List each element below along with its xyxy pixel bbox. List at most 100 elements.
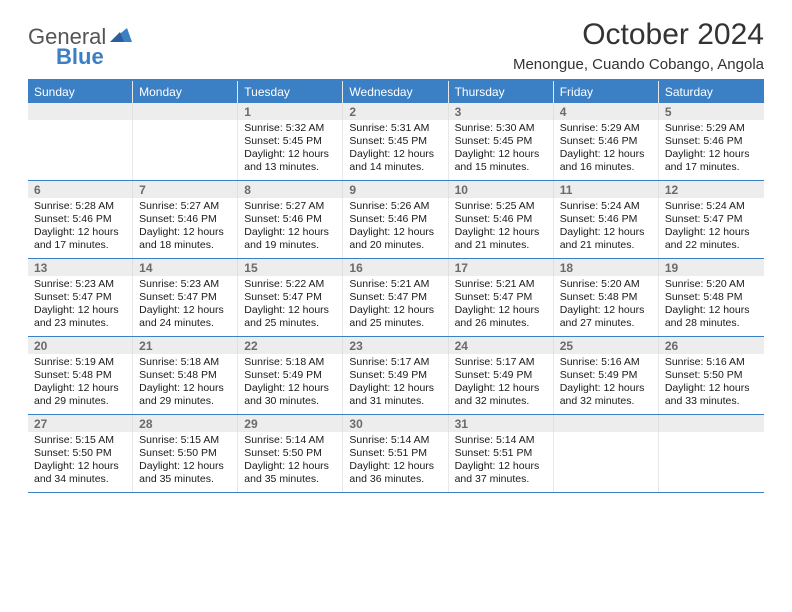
day-number: 10 xyxy=(449,181,554,198)
title-block: October 2024 Menongue, Cuando Cobango, A… xyxy=(513,18,764,73)
day-number xyxy=(28,103,133,120)
content-row: Sunrise: 5:28 AMSunset: 5:46 PMDaylight:… xyxy=(28,198,764,258)
day-number: 22 xyxy=(238,337,343,354)
day-content: Sunrise: 5:18 AMSunset: 5:48 PMDaylight:… xyxy=(133,354,238,414)
day-number xyxy=(659,415,764,432)
day-number: 5 xyxy=(659,103,764,120)
week-1: 6789101112Sunrise: 5:28 AMSunset: 5:46 P… xyxy=(28,181,764,259)
day-content: Sunrise: 5:15 AMSunset: 5:50 PMDaylight:… xyxy=(28,432,133,492)
day-content: Sunrise: 5:20 AMSunset: 5:48 PMDaylight:… xyxy=(659,276,764,336)
weekday-header-row: SundayMondayTuesdayWednesdayThursdayFrid… xyxy=(28,81,764,103)
day-number: 3 xyxy=(449,103,554,120)
day-content: Sunrise: 5:20 AMSunset: 5:48 PMDaylight:… xyxy=(554,276,659,336)
day-content: Sunrise: 5:25 AMSunset: 5:46 PMDaylight:… xyxy=(449,198,554,258)
logo-text-blue: Blue xyxy=(56,44,104,70)
day-content: Sunrise: 5:23 AMSunset: 5:47 PMDaylight:… xyxy=(28,276,133,336)
day-content: Sunrise: 5:15 AMSunset: 5:50 PMDaylight:… xyxy=(133,432,238,492)
day-number: 6 xyxy=(28,181,133,198)
daynum-row: 12345 xyxy=(28,103,764,120)
day-content xyxy=(554,432,659,492)
day-content: Sunrise: 5:16 AMSunset: 5:49 PMDaylight:… xyxy=(554,354,659,414)
daynum-row: 2728293031 xyxy=(28,415,764,432)
week-4: 2728293031 Sunrise: 5:15 AMSunset: 5:50 … xyxy=(28,415,764,493)
day-number xyxy=(133,103,238,120)
day-number: 30 xyxy=(343,415,448,432)
day-number xyxy=(554,415,659,432)
day-content: Sunrise: 5:14 AMSunset: 5:51 PMDaylight:… xyxy=(449,432,554,492)
day-content xyxy=(133,120,238,180)
day-content: Sunrise: 5:14 AMSunset: 5:50 PMDaylight:… xyxy=(238,432,343,492)
weekday-tuesday: Tuesday xyxy=(238,81,343,103)
weekday-sunday: Sunday xyxy=(28,81,133,103)
day-content: Sunrise: 5:16 AMSunset: 5:50 PMDaylight:… xyxy=(659,354,764,414)
day-number: 8 xyxy=(238,181,343,198)
location: Menongue, Cuando Cobango, Angola xyxy=(513,56,764,73)
day-number: 9 xyxy=(343,181,448,198)
day-content xyxy=(659,432,764,492)
day-content: Sunrise: 5:14 AMSunset: 5:51 PMDaylight:… xyxy=(343,432,448,492)
week-2: 13141516171819Sunrise: 5:23 AMSunset: 5:… xyxy=(28,259,764,337)
day-content: Sunrise: 5:24 AMSunset: 5:46 PMDaylight:… xyxy=(554,198,659,258)
content-row: Sunrise: 5:15 AMSunset: 5:50 PMDaylight:… xyxy=(28,432,764,492)
day-number: 26 xyxy=(659,337,764,354)
logo-triangle-icon xyxy=(110,26,132,47)
content-row: Sunrise: 5:32 AMSunset: 5:45 PMDaylight:… xyxy=(28,120,764,180)
daynum-row: 13141516171819 xyxy=(28,259,764,276)
day-number: 23 xyxy=(343,337,448,354)
header: General October 2024 Menongue, Cuando Co… xyxy=(28,18,764,73)
day-number: 14 xyxy=(133,259,238,276)
content-row: Sunrise: 5:23 AMSunset: 5:47 PMDaylight:… xyxy=(28,276,764,336)
day-content: Sunrise: 5:23 AMSunset: 5:47 PMDaylight:… xyxy=(133,276,238,336)
day-content: Sunrise: 5:29 AMSunset: 5:46 PMDaylight:… xyxy=(554,120,659,180)
day-content: Sunrise: 5:17 AMSunset: 5:49 PMDaylight:… xyxy=(449,354,554,414)
day-content: Sunrise: 5:32 AMSunset: 5:45 PMDaylight:… xyxy=(238,120,343,180)
day-number: 12 xyxy=(659,181,764,198)
month-title: October 2024 xyxy=(513,18,764,52)
calendar: SundayMondayTuesdayWednesdayThursdayFrid… xyxy=(28,79,764,493)
day-content: Sunrise: 5:21 AMSunset: 5:47 PMDaylight:… xyxy=(449,276,554,336)
weekday-wednesday: Wednesday xyxy=(343,81,448,103)
day-number: 19 xyxy=(659,259,764,276)
day-content: Sunrise: 5:19 AMSunset: 5:48 PMDaylight:… xyxy=(28,354,133,414)
day-content: Sunrise: 5:29 AMSunset: 5:46 PMDaylight:… xyxy=(659,120,764,180)
day-content: Sunrise: 5:17 AMSunset: 5:49 PMDaylight:… xyxy=(343,354,448,414)
day-number: 17 xyxy=(449,259,554,276)
day-content: Sunrise: 5:22 AMSunset: 5:47 PMDaylight:… xyxy=(238,276,343,336)
weekday-friday: Friday xyxy=(554,81,659,103)
day-content: Sunrise: 5:21 AMSunset: 5:47 PMDaylight:… xyxy=(343,276,448,336)
day-content: Sunrise: 5:27 AMSunset: 5:46 PMDaylight:… xyxy=(238,198,343,258)
day-number: 7 xyxy=(133,181,238,198)
day-number: 25 xyxy=(554,337,659,354)
day-content: Sunrise: 5:31 AMSunset: 5:45 PMDaylight:… xyxy=(343,120,448,180)
logo-blue-line: Blue xyxy=(56,38,104,70)
day-content: Sunrise: 5:26 AMSunset: 5:46 PMDaylight:… xyxy=(343,198,448,258)
weekday-monday: Monday xyxy=(133,81,238,103)
day-content: Sunrise: 5:24 AMSunset: 5:47 PMDaylight:… xyxy=(659,198,764,258)
day-number: 28 xyxy=(133,415,238,432)
content-row: Sunrise: 5:19 AMSunset: 5:48 PMDaylight:… xyxy=(28,354,764,414)
day-content xyxy=(28,120,133,180)
week-3: 20212223242526Sunrise: 5:19 AMSunset: 5:… xyxy=(28,337,764,415)
day-number: 11 xyxy=(554,181,659,198)
week-0: 12345Sunrise: 5:32 AMSunset: 5:45 PMDayl… xyxy=(28,103,764,181)
daynum-row: 6789101112 xyxy=(28,181,764,198)
day-number: 2 xyxy=(343,103,448,120)
day-number: 13 xyxy=(28,259,133,276)
day-number: 18 xyxy=(554,259,659,276)
day-number: 20 xyxy=(28,337,133,354)
day-number: 16 xyxy=(343,259,448,276)
day-number: 15 xyxy=(238,259,343,276)
weekday-thursday: Thursday xyxy=(449,81,554,103)
day-number: 1 xyxy=(238,103,343,120)
day-number: 27 xyxy=(28,415,133,432)
daynum-row: 20212223242526 xyxy=(28,337,764,354)
day-content: Sunrise: 5:27 AMSunset: 5:46 PMDaylight:… xyxy=(133,198,238,258)
day-number: 24 xyxy=(449,337,554,354)
day-content: Sunrise: 5:30 AMSunset: 5:45 PMDaylight:… xyxy=(449,120,554,180)
day-content: Sunrise: 5:28 AMSunset: 5:46 PMDaylight:… xyxy=(28,198,133,258)
day-number: 4 xyxy=(554,103,659,120)
day-number: 29 xyxy=(238,415,343,432)
day-number: 21 xyxy=(133,337,238,354)
weekday-saturday: Saturday xyxy=(659,81,764,103)
day-number: 31 xyxy=(449,415,554,432)
